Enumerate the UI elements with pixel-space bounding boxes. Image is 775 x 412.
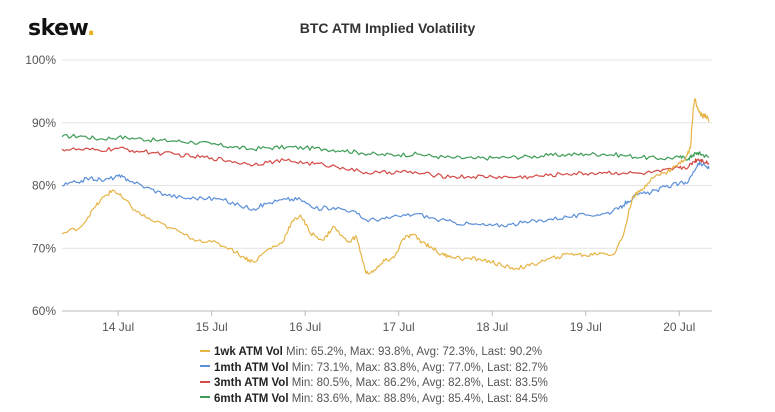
y-tick-label: 60% [32, 304, 56, 318]
x-tick-label: 14 Jul [102, 320, 134, 334]
x-tick-label: 17 Jul [383, 320, 415, 334]
y-tick-label: 90% [32, 116, 56, 130]
x-tick-label: 19 Jul [570, 320, 602, 334]
series-line-1wk [61, 98, 710, 275]
x-tick-label: 20 Jul [663, 320, 695, 334]
chart-grid [62, 59, 712, 312]
series-line-3mth [61, 146, 710, 180]
brand-name: skew [28, 16, 87, 41]
legend-series-name: 3mth ATM Vol [214, 377, 289, 389]
chart-title: BTC ATM Implied Volatility [299, 20, 476, 36]
chart-series [61, 98, 710, 275]
brand-dot: . [86, 16, 95, 41]
x-tick-label: 16 Jul [289, 320, 321, 334]
y-axis: 60% 70% 80% 90% 100% [25, 53, 56, 318]
legend-series-name: 1wk ATM Vol [214, 346, 283, 358]
x-axis: 14 Jul 15 Jul 16 Jul 17 Jul 18 Jul 19 Jul 20 J… [62, 310, 712, 334]
legend-entry[interactable]: 3mth ATM Vol Min: 80.5%, Max: 86.2%, Avg… [200, 376, 548, 392]
legend-series-stats: Min: 80.5%, Max: 86.2%, Avg: 82.8%, Last… [288, 377, 548, 389]
legend-entry[interactable]: 6mth ATM Vol Min: 83.6%, Max: 88.8%, Avg… [200, 392, 548, 408]
legend-entry[interactable]: 1wk ATM Vol Min: 65.2%, Max: 93.8%, Avg:… [200, 345, 548, 361]
legend-series-stats: Min: 73.1%, Max: 83.8%, Avg: 77.0%, Last… [288, 361, 548, 374]
legend-swatch [200, 349, 210, 352]
legend-entry[interactable]: 1mth ATM Vol Min: 73.1%, Max: 83.8%, Avg… [200, 361, 548, 377]
series-line-6mth [61, 133, 710, 161]
y-tick-label: 80% [32, 179, 56, 193]
legend-series-stats: Min: 65.2%, Max: 93.8%, Avg: 72.3%, Last… [282, 346, 543, 358]
y-tick-label: 100% [25, 53, 56, 67]
legend-swatch [200, 365, 210, 368]
x-tick-label: 15 Jul [196, 320, 228, 334]
legend-swatch [200, 396, 210, 399]
legend-swatch [200, 380, 210, 383]
brand-logo: skew. [28, 16, 95, 41]
legend-series-stats: Min: 83.6%, Max: 88.8%, Avg: 85.4%, Last… [288, 392, 548, 405]
y-tick-label: 70% [32, 241, 56, 255]
chart-legend: 1wk ATM Vol Min: 65.2%, Max: 93.8%, Avg:… [200, 345, 548, 407]
legend-series-name: 6mth ATM Vol [214, 392, 289, 405]
legend-series-name: 1mth ATM Vol [214, 361, 289, 374]
x-tick-label: 18 Jul [476, 320, 508, 334]
